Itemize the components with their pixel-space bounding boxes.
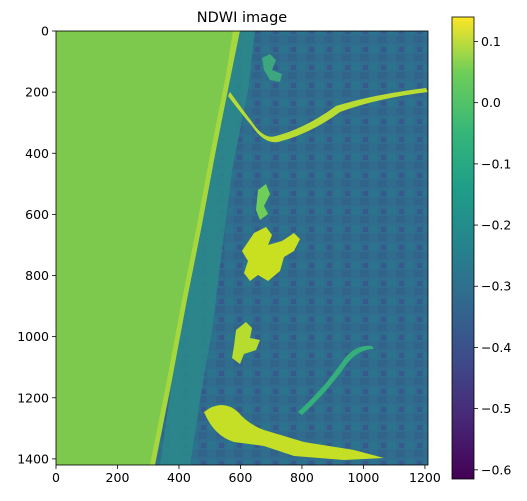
- x-tick-label: 200: [106, 470, 130, 485]
- surf-band: [150, 31, 240, 465]
- colorbar-tick-label: 0.1: [481, 34, 501, 49]
- x-tick-label: 0: [52, 470, 60, 485]
- y-tick-label: 400: [25, 146, 49, 161]
- y-tick-label: 800: [25, 268, 49, 283]
- lake-large: [242, 227, 300, 281]
- x-tick-label: 400: [167, 470, 191, 485]
- colorbar-tick-label: −0.1: [481, 156, 511, 171]
- coastal-strip: [160, 31, 255, 465]
- y-tick-label: 1400: [17, 451, 49, 466]
- x-tick-label: 800: [290, 470, 314, 485]
- y-tick-label: 1000: [17, 329, 49, 344]
- y-tick-label: 600: [25, 207, 49, 222]
- colorbar-tick-label: −0.4: [481, 340, 511, 355]
- x-tick-label: 1000: [348, 470, 380, 485]
- x-tick-label: 1200: [409, 470, 441, 485]
- y-tick-label: 0: [41, 24, 49, 39]
- colorbar-tick-label: −0.6: [481, 462, 511, 477]
- ndwi-raster: [56, 31, 428, 465]
- chart-title: NDWI image: [197, 10, 287, 26]
- y-axis: 0 200 400 600 800 1000 1200 1400: [17, 24, 56, 466]
- x-axis: 0 200 400 600 800 1000 1200: [52, 465, 441, 485]
- lake-south: [232, 322, 260, 364]
- river-south: [298, 345, 374, 415]
- x-tick-label: 600: [229, 470, 253, 485]
- plot-frame: [55, 30, 429, 466]
- colorbar-axis: 0.1 0.0 −0.1 −0.2 −0.3 −0.4 −0.5 −0.6: [474, 34, 511, 477]
- colorbar-tick-label: −0.2: [481, 218, 511, 233]
- colorbar-tick-label: −0.5: [481, 401, 511, 416]
- estuary-south: [204, 405, 384, 460]
- river-north: [228, 88, 428, 143]
- colorbar-tick-label: −0.3: [481, 279, 511, 294]
- colorbar: [451, 16, 475, 480]
- colorbar-tick-label: 0.0: [481, 95, 501, 110]
- lake-mid: [256, 184, 270, 220]
- ocean-region: [56, 31, 238, 465]
- y-tick-label: 1200: [17, 390, 49, 405]
- y-tick-label: 200: [25, 85, 49, 100]
- lake-north: [262, 54, 282, 82]
